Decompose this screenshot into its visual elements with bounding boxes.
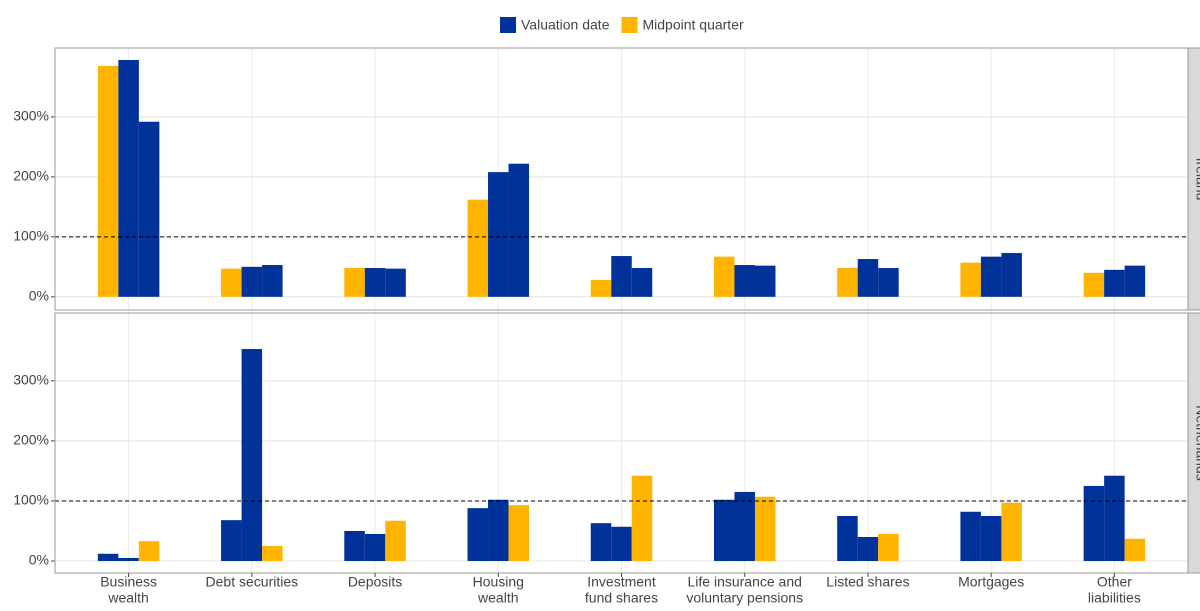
bar (631, 268, 653, 297)
bar (1104, 269, 1125, 297)
strip-label: Netherlands (1193, 405, 1200, 481)
bar (754, 265, 776, 297)
bar (364, 268, 386, 297)
bar (611, 526, 632, 561)
bar (262, 265, 283, 297)
x-tick-label: Life insurance and (688, 574, 802, 590)
bar (118, 59, 139, 297)
y-tick-label: 0% (29, 552, 49, 568)
bar (344, 530, 365, 561)
bar (631, 475, 653, 561)
bar (467, 508, 489, 561)
bar (713, 256, 735, 297)
y-tick-label: 100% (13, 492, 49, 508)
bar (97, 553, 119, 561)
bar (1083, 485, 1105, 561)
y-tick-label: 100% (13, 228, 49, 244)
strip (1187, 312, 1200, 574)
strip-label: Ireland (1193, 158, 1200, 201)
strip (1187, 47, 1200, 311)
y-tick-label: 200% (13, 168, 49, 184)
bar (980, 256, 1002, 297)
bar (590, 523, 612, 561)
bar (138, 541, 160, 561)
x-tick-label: Business (100, 574, 157, 590)
bar (734, 491, 755, 561)
bar (878, 268, 899, 297)
bar (1001, 502, 1022, 561)
bar (713, 499, 735, 561)
x-tick-label: liabilities (1088, 590, 1141, 606)
bar (508, 505, 530, 561)
bar (262, 545, 283, 561)
bar (241, 266, 263, 297)
bar (385, 520, 406, 561)
bar (1124, 538, 1146, 561)
bar (467, 199, 489, 297)
y-tick-label: 300% (13, 108, 49, 124)
x-tick-label: Housing (473, 574, 524, 590)
bar (508, 163, 530, 297)
bar (611, 256, 632, 297)
bar (488, 499, 509, 561)
bar (1083, 272, 1105, 297)
y-tick-label: 0% (29, 288, 49, 304)
bar (857, 536, 879, 561)
legend-label: Midpoint quarter (642, 17, 744, 33)
bar (241, 349, 263, 561)
bar (754, 496, 776, 561)
bar (1124, 265, 1146, 297)
x-tick-label: Debt securities (206, 574, 299, 590)
bar (385, 268, 406, 297)
y-tick-label: 300% (13, 372, 49, 388)
bar (364, 533, 386, 561)
bar (960, 511, 981, 561)
bar (837, 268, 858, 297)
bar (221, 520, 242, 561)
x-tick-label: Investment (587, 574, 656, 590)
bar (488, 172, 509, 297)
bar (590, 280, 612, 297)
bar (221, 268, 242, 297)
x-tick-label: Mortgages (958, 574, 1024, 590)
bar (980, 515, 1002, 561)
legend-swatch (621, 17, 638, 33)
x-tick-label: Other (1097, 574, 1132, 590)
y-tick-label: 200% (13, 432, 49, 448)
x-tick-label: Deposits (348, 574, 402, 590)
bar (1104, 475, 1125, 561)
x-tick-label: fund shares (585, 590, 658, 606)
bar (734, 265, 755, 297)
bar (960, 262, 981, 297)
bar (837, 515, 858, 561)
x-tick-label: Listed shares (826, 574, 909, 590)
bar (138, 121, 160, 297)
bar (857, 259, 879, 297)
x-tick-label: wealth (107, 590, 148, 606)
bar (118, 557, 139, 561)
x-tick-label: wealth (477, 590, 518, 606)
x-tick-label: voluntary pensions (686, 590, 803, 606)
bar (344, 268, 365, 297)
bar (97, 65, 119, 297)
legend-label: Valuation date (521, 17, 610, 33)
bar (1001, 253, 1022, 297)
bar (878, 533, 899, 561)
legend-swatch (500, 17, 516, 33)
